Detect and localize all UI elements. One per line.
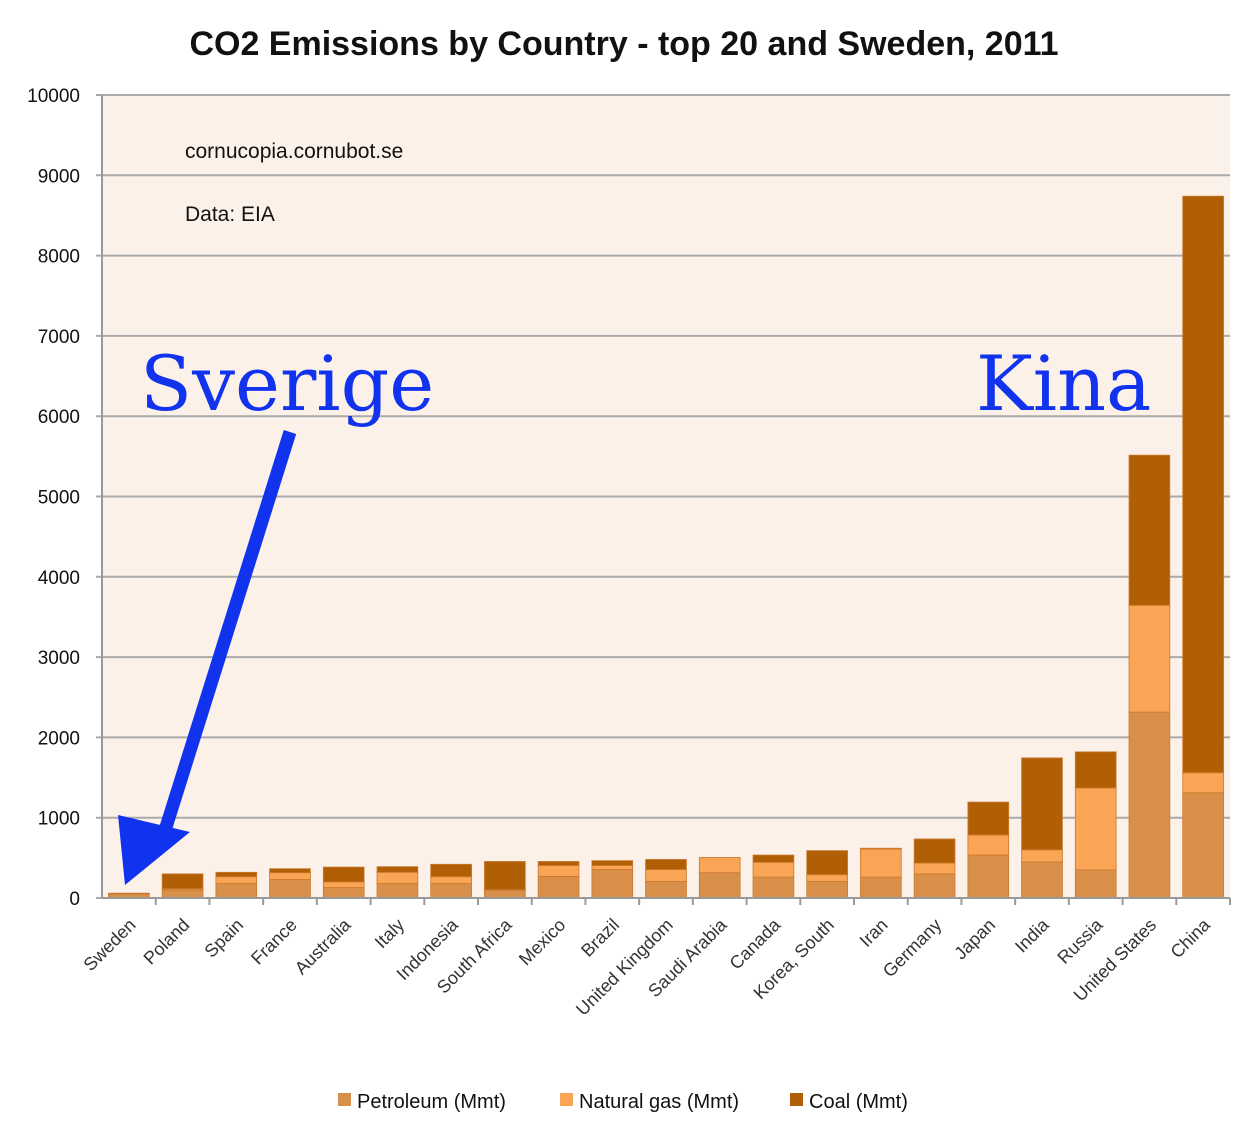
legend-swatch — [790, 1093, 803, 1106]
y-tick-label: 4000 — [38, 568, 80, 589]
bar-coal — [1128, 454, 1171, 606]
y-tick-label: 5000 — [38, 488, 80, 509]
bar-coal — [806, 850, 848, 876]
x-tick-label: Iran — [856, 915, 892, 951]
bar-natural-gas — [1182, 772, 1224, 794]
bar-coal — [215, 871, 258, 878]
y-tick-label: 10000 — [27, 86, 80, 107]
bar-coal — [1021, 757, 1063, 851]
y-tick-label: 0 — [69, 889, 80, 910]
y-tick-label: 2000 — [38, 728, 80, 749]
bar-coal — [1182, 195, 1224, 774]
bar-natural-gas — [752, 861, 795, 878]
bar-natural-gas — [269, 872, 311, 880]
bar-natural-gas — [1074, 787, 1117, 871]
bar-coal — [967, 801, 1010, 836]
bar-petroleum — [537, 875, 580, 899]
bar-natural-gas — [591, 865, 634, 870]
y-tick-label: 1000 — [38, 809, 80, 830]
bar-coal — [161, 873, 204, 890]
bar-petroleum — [752, 876, 795, 899]
y-tick-label: 9000 — [38, 166, 80, 187]
bar-natural-gas — [430, 876, 472, 884]
bar-natural-gas — [1021, 849, 1063, 863]
bar-petroleum — [698, 872, 741, 899]
bar-coal — [430, 863, 472, 878]
x-tick-label: Poland — [140, 915, 194, 969]
bar-coal — [752, 854, 795, 863]
x-tick-label: India — [1011, 914, 1053, 956]
x-tick-label: Russia — [1053, 914, 1107, 968]
chart-title: CO2 Emissions by Country - top 20 and Sw… — [189, 25, 1058, 63]
y-tick-label: 8000 — [38, 247, 80, 268]
bar-natural-gas — [1128, 604, 1171, 713]
bar-petroleum — [806, 881, 848, 899]
x-tick-label: China — [1167, 914, 1215, 962]
bar-petroleum — [645, 881, 687, 899]
source-annotation: cornucopia.cornubot.se — [185, 140, 403, 163]
legend-swatch — [338, 1093, 351, 1106]
bar-natural-gas — [698, 857, 741, 874]
bar-coal — [860, 847, 902, 850]
x-tick-label: Japan — [950, 915, 999, 964]
bar-petroleum — [269, 879, 311, 899]
legend-label: Petroleum (Mmt) — [357, 1091, 506, 1113]
callout-sverige: Sverige — [140, 339, 434, 428]
bar-natural-gas — [645, 869, 687, 882]
x-tick-label: France — [247, 915, 301, 969]
bar-petroleum — [484, 889, 526, 899]
x-tick-label: Germany — [879, 915, 945, 981]
bar-petroleum — [376, 883, 419, 899]
x-tick-label: Mexico — [515, 915, 569, 969]
y-tick-label: 7000 — [38, 327, 80, 348]
x-tick-label: Australia — [291, 914, 355, 978]
bar-petroleum — [1128, 711, 1171, 899]
bar-petroleum — [322, 887, 365, 899]
bar-petroleum — [1074, 869, 1117, 899]
bar-natural-gas — [322, 881, 365, 888]
x-tick-label: Spain — [200, 915, 247, 962]
bar-coal — [484, 861, 526, 890]
y-tick-label: 3000 — [38, 648, 80, 669]
bar-petroleum — [1182, 792, 1224, 899]
bar-petroleum — [430, 883, 472, 899]
bar-petroleum — [161, 889, 204, 899]
bar-petroleum — [913, 873, 956, 899]
bar-petroleum — [860, 876, 902, 899]
bar-petroleum — [967, 854, 1010, 899]
bar-petroleum — [1021, 861, 1063, 899]
bar-coal — [537, 861, 580, 866]
legend-label: Natural gas (Mmt) — [579, 1091, 739, 1113]
arrow-icon — [118, 430, 297, 885]
bar-natural-gas — [913, 862, 956, 875]
bar-natural-gas — [806, 874, 848, 882]
bar-coal — [376, 866, 419, 873]
bar-coal — [269, 868, 311, 874]
bar-petroleum — [591, 869, 634, 899]
legend-swatch — [560, 1093, 573, 1106]
bar-coal — [591, 860, 634, 866]
bar-petroleum — [215, 883, 258, 899]
bar-natural-gas — [537, 865, 580, 877]
legend-label: Coal (Mmt) — [809, 1091, 908, 1113]
data-source-annotation: Data: EIA — [185, 203, 275, 226]
bar-coal — [1074, 751, 1117, 789]
bar-natural-gas — [376, 871, 419, 884]
bar-coal — [645, 859, 687, 870]
bar-natural-gas — [215, 876, 258, 884]
y-tick-label: 6000 — [38, 407, 80, 428]
bar-natural-gas — [967, 834, 1010, 856]
bar-coal — [913, 838, 956, 864]
x-tick-label: United Kingdom — [572, 915, 677, 1020]
x-tick-label: Italy — [371, 915, 408, 952]
x-tick-label: Brazil — [577, 915, 623, 961]
callout-kina: Kina — [976, 339, 1151, 428]
bar-natural-gas — [860, 848, 902, 878]
x-tick-label: Sweden — [80, 915, 140, 975]
bar-coal — [322, 866, 365, 883]
